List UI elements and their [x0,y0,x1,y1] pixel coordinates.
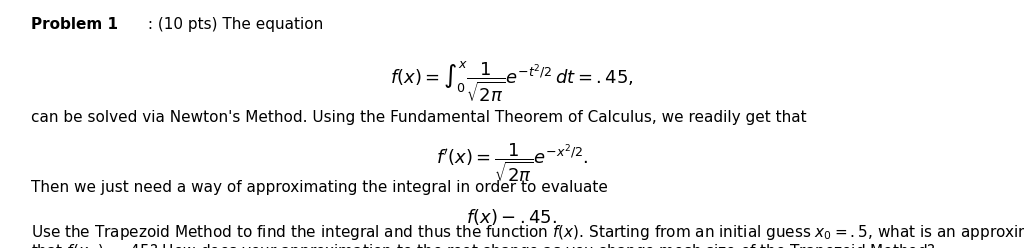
Text: $f(x) - .45.$: $f(x) - .45.$ [467,207,557,227]
Text: can be solved via Newton's Method. Using the Fundamental Theorem of Calculus, we: can be solved via Newton's Method. Using… [31,110,806,125]
Text: $f'(x) = \dfrac{1}{\sqrt{2\pi}}e^{-x^2/2}.$: $f'(x) = \dfrac{1}{\sqrt{2\pi}}e^{-x^2/2… [436,141,588,184]
Text: Then we just need a way of approximating the integral in order to evaluate: Then we just need a way of approximating… [31,180,607,195]
Text: Use the Trapezoid Method to find the integral and thus the function $f(x)$. Star: Use the Trapezoid Method to find the int… [31,223,1024,242]
Text: : (10 pts) The equation: : (10 pts) The equation [143,17,324,32]
Text: Problem 1: Problem 1 [31,17,118,32]
Text: that $f(x_*) = .45$? How does your approximation to the root change as you chang: that $f(x_*) = .45$? How does your appro… [31,242,936,248]
Text: $f(x) = \int_0^x \dfrac{1}{\sqrt{2\pi}}e^{-t^2/2}\,dt = .45,$: $f(x) = \int_0^x \dfrac{1}{\sqrt{2\pi}}e… [390,60,634,104]
